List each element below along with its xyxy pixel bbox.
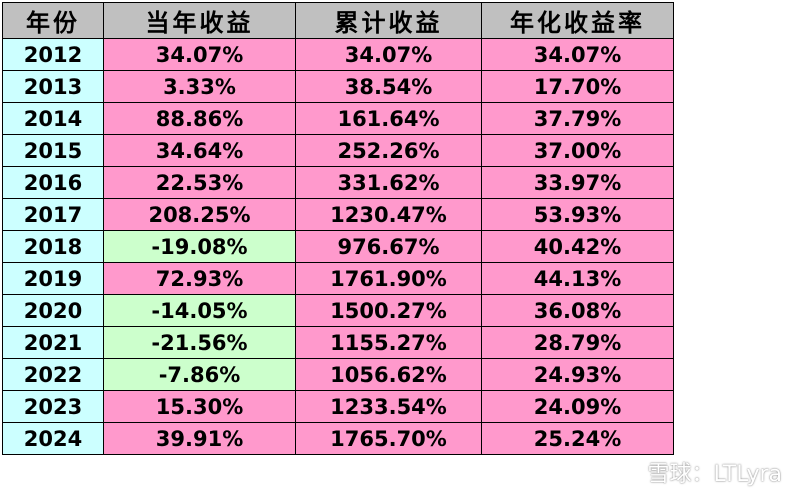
table-row: 2014 88.86% 161.64% 37.79% <box>2 102 674 135</box>
year-cell: 2014 <box>2 102 104 135</box>
annualized-return-cell: 24.93% <box>481 358 674 391</box>
annual-return-cell: 208.25% <box>103 198 296 231</box>
cumulative-return-cell: 331.62% <box>295 166 482 199</box>
annual-return-cell: 34.07% <box>103 38 296 71</box>
annual-return-cell: -14.05% <box>103 294 296 327</box>
annual-return-cell: 72.93% <box>103 262 296 295</box>
annualized-return-cell: 25.24% <box>481 422 674 455</box>
returns-table: 年份 当年收益 累计收益 年化收益率 2012 34.07% 34.07% 34.07… <box>2 2 674 455</box>
year-cell: 2020 <box>2 294 104 327</box>
annual-return-cell: 34.64% <box>103 134 296 167</box>
annualized-return-cell: 34.07% <box>481 38 674 71</box>
table-row: 2024 39.91% 1765.70% 25.24% <box>2 422 674 455</box>
table-row: 2013 3.33% 38.54% 17.70% <box>2 70 674 103</box>
header-annual-return: 当年收益 <box>103 2 296 39</box>
annualized-return-cell: 40.42% <box>481 230 674 263</box>
table-row: 2022 -7.86% 1056.62% 24.93% <box>2 358 674 391</box>
year-cell: 2018 <box>2 230 104 263</box>
annualized-return-cell: 37.00% <box>481 134 674 167</box>
cumulative-return-cell: 1500.27% <box>295 294 482 327</box>
cumulative-return-cell: 252.26% <box>295 134 482 167</box>
year-cell: 2023 <box>2 390 104 423</box>
table-row: 2023 15.30% 1233.54% 24.09% <box>2 390 674 423</box>
annual-return-cell: 88.86% <box>103 102 296 135</box>
year-cell: 2024 <box>2 422 104 455</box>
annual-return-cell: -21.56% <box>103 326 296 359</box>
annual-return-cell: 15.30% <box>103 390 296 423</box>
xueqiu-logo-icon <box>612 458 639 486</box>
annualized-return-cell: 17.70% <box>481 70 674 103</box>
watermark: 雪球：LTLyra <box>612 456 782 488</box>
annualized-return-cell: 33.97% <box>481 166 674 199</box>
watermark-text: 雪球：LTLyra <box>647 462 782 487</box>
cumulative-return-cell: 976.67% <box>295 230 482 263</box>
annualized-return-cell: 37.79% <box>481 102 674 135</box>
annualized-return-cell: 53.93% <box>481 198 674 231</box>
year-cell: 2015 <box>2 134 104 167</box>
annual-return-cell: -7.86% <box>103 358 296 391</box>
table-row: 2021 -21.56% 1155.27% 28.79% <box>2 326 674 359</box>
year-cell: 2019 <box>2 262 104 295</box>
annualized-return-cell: 24.09% <box>481 390 674 423</box>
table-row: 2015 34.64% 252.26% 37.00% <box>2 134 674 167</box>
table-row: 2020 -14.05% 1500.27% 36.08% <box>2 294 674 327</box>
annualized-return-cell: 44.13% <box>481 262 674 295</box>
annualized-return-cell: 28.79% <box>481 326 674 359</box>
cumulative-return-cell: 1056.62% <box>295 358 482 391</box>
year-cell: 2022 <box>2 358 104 391</box>
year-cell: 2012 <box>2 38 104 71</box>
table-row: 2016 22.53% 331.62% 33.97% <box>2 166 674 199</box>
table-row: 2019 72.93% 1761.90% 44.13% <box>2 262 674 295</box>
cumulative-return-cell: 1155.27% <box>295 326 482 359</box>
annual-return-cell: -19.08% <box>103 230 296 263</box>
table-row: 2017 208.25% 1230.47% 53.93% <box>2 198 674 231</box>
annual-return-cell: 22.53% <box>103 166 296 199</box>
annualized-return-cell: 36.08% <box>481 294 674 327</box>
header-row: 年份 当年收益 累计收益 年化收益率 <box>2 2 674 39</box>
annual-return-cell: 3.33% <box>103 70 296 103</box>
cumulative-return-cell: 38.54% <box>295 70 482 103</box>
cumulative-return-cell: 34.07% <box>295 38 482 71</box>
cumulative-return-cell: 161.64% <box>295 102 482 135</box>
cumulative-return-cell: 1230.47% <box>295 198 482 231</box>
header-year: 年份 <box>2 2 104 39</box>
year-cell: 2017 <box>2 198 104 231</box>
table-row: 2018 -19.08% 976.67% 40.42% <box>2 230 674 263</box>
table-body: 2012 34.07% 34.07% 34.07% 2013 3.33% 38.54% 17.… <box>2 38 674 455</box>
year-cell: 2016 <box>2 166 104 199</box>
year-cell: 2021 <box>2 326 104 359</box>
header-annualized-return: 年化收益率 <box>481 2 674 39</box>
cumulative-return-cell: 1765.70% <box>295 422 482 455</box>
table-row: 2012 34.07% 34.07% 34.07% <box>2 38 674 71</box>
cumulative-return-cell: 1233.54% <box>295 390 482 423</box>
annual-return-cell: 39.91% <box>103 422 296 455</box>
cumulative-return-cell: 1761.90% <box>295 262 482 295</box>
header-cumulative-return: 累计收益 <box>295 2 482 39</box>
year-cell: 2013 <box>2 70 104 103</box>
